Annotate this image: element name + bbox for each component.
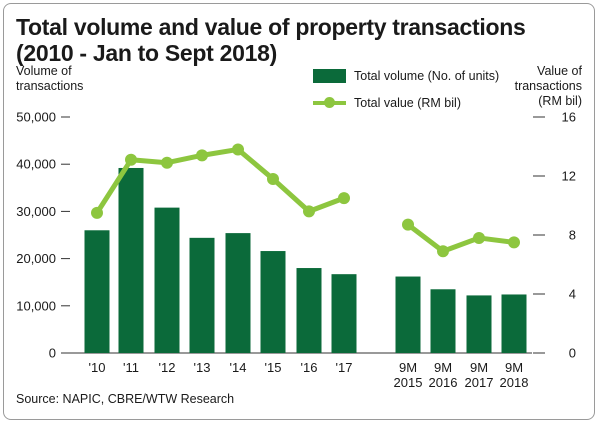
bar-volume [501,294,527,353]
bar-volume [296,268,322,353]
right-axis-title: Value of transactions (RM bil) [515,64,582,109]
left-axis-title-line-1: Volume of [16,64,72,78]
left-axis-title: Volume of transactions [16,64,83,94]
left-axis-tick-label: 0 [49,346,56,361]
bar-volume [466,295,492,353]
value-point [91,206,103,219]
x-axis-tick-label: 2017 [465,375,494,390]
x-axis-tick-label: 2015 [394,375,423,390]
right-axis-title-line-3: (RM bil) [538,94,582,108]
bar-volume [189,237,215,353]
bar-volume [331,274,357,353]
value-point [125,153,137,166]
x-axis-tick-label: '14 [230,360,247,375]
bar-volume [395,276,421,353]
value-point [267,172,279,185]
value-point [196,149,208,162]
left-axis-tick-label: 30,000 [16,204,56,219]
x-axis-tick-label: '13 [194,360,211,375]
x-axis-tick-label: 9M [434,360,452,375]
x-axis-tick-label: '10 [89,360,106,375]
legend-label-volume: Total volume (No. of units) [354,69,500,83]
value-point [303,205,315,218]
value-point [232,143,244,156]
chart-title-line-2: (2010 - Jan to Sept 2018) [16,40,277,66]
x-axis-tick-label: 9M [470,360,488,375]
x-axis-tick-label: '15 [265,360,282,375]
value-point [402,218,414,231]
bar-volume [118,167,144,353]
left-axis-tick-label: 40,000 [16,157,56,172]
bar-volume [260,251,286,353]
x-axis-tick-label: 2016 [429,375,458,390]
legend-swatch-value [313,96,346,110]
left-axis-tick-label: 50,000 [16,110,56,125]
right-axis-title-line-1: Value of [537,64,582,78]
right-axis-tick-label: 16 [562,110,576,125]
value-point [437,245,449,258]
legend-item-volume: Total volume (No. of units) [313,69,499,83]
chart-title: Total volume and value of property trans… [16,14,526,66]
value-point [473,231,485,244]
bar-volume [430,289,456,353]
value-point [161,156,173,169]
value-line-segment [405,222,517,254]
left-axis-title-line-2: transactions [16,79,84,93]
x-axis-tick-label: '11 [123,360,139,375]
bar-volume [225,233,251,353]
right-axis-tick-label: 0 [569,346,576,361]
right-axis-tick-label: 4 [569,287,576,302]
bar-volume [154,207,180,353]
value-point [338,192,350,205]
source-note: Source: NAPIC, CBRE/WTW Research [16,392,235,406]
x-axis-tick-label: '12 [159,360,176,375]
x-axis-tick-label: 2018 [500,375,529,390]
right-axis-tick-label: 12 [562,169,576,184]
value-line-segment [94,146,347,216]
legend-item-value: Total value (RM bil) [313,96,461,110]
bar-volume [84,230,110,353]
left-axis-tick-label: 20,000 [16,251,56,266]
right-axis-tick-label: 8 [569,228,576,243]
x-axis-tick-label: '16 [301,360,318,375]
x-axis-tick-label: 9M [399,360,417,375]
chart-title-line-1: Total volume and value of property trans… [16,14,526,40]
legend-label-value: Total value (RM bil) [354,96,461,110]
legend-swatch-volume [313,69,346,83]
left-axis-tick-label: 10,000 [16,298,56,313]
x-axis-tick-label: 9M [505,360,523,375]
x-axis-tick-label: '17 [336,360,353,375]
right-axis-title-line-2: transactions [514,79,582,93]
value-point [508,236,520,249]
